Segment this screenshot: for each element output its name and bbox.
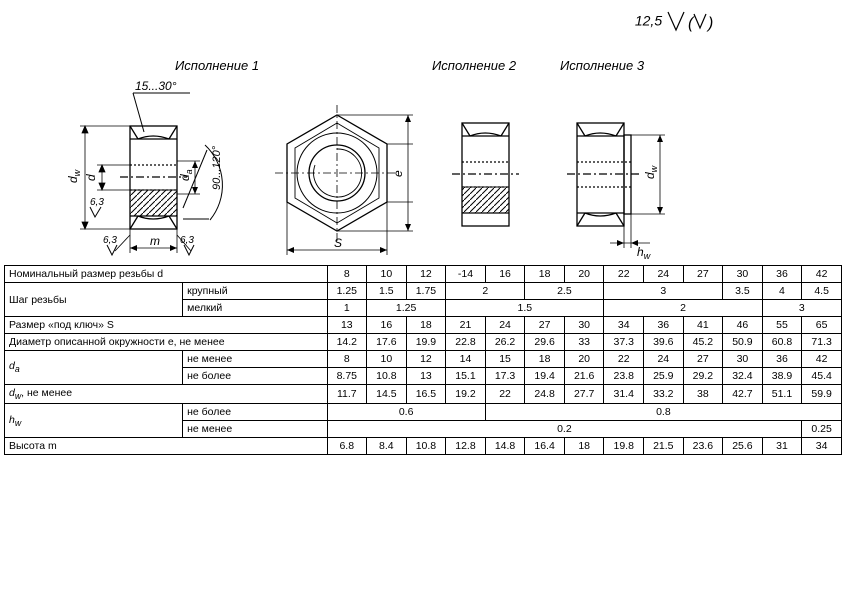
svg-text:m: m xyxy=(150,234,160,248)
row-dw-min: dw, не менее 11.714.516.5 19.22224.8 27.… xyxy=(5,385,842,404)
row-pitch-coarse: Шаг резьбы крупный 1.25 1.5 1.75 2 2.5 3… xyxy=(5,283,842,300)
title-exec1: Исполнение 1 xyxy=(175,58,259,73)
svg-text:(: ( xyxy=(688,15,695,32)
svg-text:6,3: 6,3 xyxy=(90,197,104,208)
svg-text:da: da xyxy=(178,169,194,181)
nut-side-view-exec3: dw hw xyxy=(555,100,715,260)
title-exec3: Исполнение 3 xyxy=(560,58,644,73)
engineering-drawing: 12,5 ( ) Исполнение 1 Исполнение 2 Испол… xyxy=(0,0,846,265)
svg-text:dw: dw xyxy=(643,165,659,179)
svg-text:S: S xyxy=(334,236,342,250)
chamfer-angle-label: 15...30° xyxy=(135,79,177,93)
surface-finish-symbol: 12,5 ( ) xyxy=(635,10,716,34)
svg-text:hw: hw xyxy=(637,245,651,260)
title-exec2: Исполнение 2 xyxy=(432,58,516,73)
svg-text:dw: dw xyxy=(66,169,82,183)
svg-text:90...120°: 90...120° xyxy=(211,145,223,190)
nut-front-view-exec1: S e xyxy=(255,95,420,265)
row-da-min: da не менее 81012 141518 202224 273036 4… xyxy=(5,351,842,368)
svg-text:d: d xyxy=(84,174,98,181)
nut-side-view-exec2 xyxy=(440,110,540,250)
row-circum-dia: Диаметр описанной окружности e, не менее… xyxy=(5,334,842,351)
nut-side-view-exec1: 15...30° xyxy=(35,75,235,265)
row-wrench-size: Размер «под ключ» S 131618 212427 303436… xyxy=(5,317,842,334)
row-nominal-d: Номинальный размер резьбы d 81012 -14161… xyxy=(5,266,842,283)
dimensions-table: Номинальный размер резьбы d 81012 -14161… xyxy=(0,265,846,459)
svg-text:6,3: 6,3 xyxy=(103,235,117,246)
svg-text:e: e xyxy=(391,170,405,177)
svg-text:): ) xyxy=(706,15,713,32)
row-height-m: Высота m 6.88.410.8 12.814.816.4 1819.82… xyxy=(5,438,842,455)
row-hw-max: hw не более 0.6 0.8 xyxy=(5,404,842,421)
